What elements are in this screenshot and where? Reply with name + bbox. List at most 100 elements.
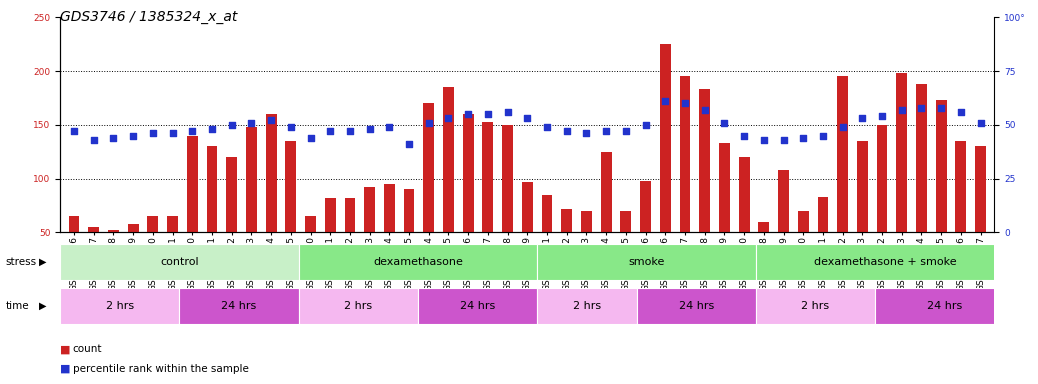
Point bbox=[854, 115, 871, 121]
Bar bbox=[88, 227, 100, 232]
Bar bbox=[404, 189, 414, 232]
Point bbox=[381, 124, 398, 130]
Bar bbox=[108, 230, 118, 232]
Text: ▶: ▶ bbox=[39, 257, 47, 267]
Point bbox=[282, 124, 299, 130]
Point bbox=[913, 104, 930, 111]
Bar bbox=[128, 224, 138, 232]
Point bbox=[637, 122, 654, 128]
Point bbox=[144, 130, 161, 136]
Bar bbox=[69, 216, 80, 232]
Bar bbox=[759, 222, 769, 232]
Text: 2 hrs: 2 hrs bbox=[106, 301, 134, 311]
Point bbox=[460, 111, 476, 117]
Point bbox=[933, 104, 950, 111]
Bar bbox=[581, 211, 592, 232]
Bar bbox=[660, 44, 671, 232]
Text: count: count bbox=[73, 344, 102, 354]
Point bbox=[243, 119, 260, 126]
Bar bbox=[345, 198, 355, 232]
Bar bbox=[877, 125, 887, 232]
Bar bbox=[502, 125, 513, 232]
Bar bbox=[875, 288, 1014, 324]
Point bbox=[519, 115, 536, 121]
Bar bbox=[266, 114, 276, 232]
Point bbox=[203, 126, 220, 132]
Bar bbox=[522, 182, 532, 232]
Bar bbox=[956, 141, 966, 232]
Point bbox=[65, 128, 82, 134]
Bar bbox=[756, 244, 1014, 280]
Bar bbox=[857, 141, 868, 232]
Bar bbox=[756, 288, 875, 324]
Point bbox=[756, 137, 772, 143]
Bar bbox=[818, 197, 828, 232]
Point bbox=[677, 100, 693, 106]
Point bbox=[795, 135, 812, 141]
Point bbox=[302, 135, 319, 141]
Bar bbox=[180, 288, 299, 324]
Bar bbox=[325, 198, 335, 232]
Bar bbox=[285, 141, 296, 232]
Bar bbox=[463, 114, 473, 232]
Text: 24 hrs: 24 hrs bbox=[460, 301, 495, 311]
Text: GDS3746 / 1385324_x_at: GDS3746 / 1385324_x_at bbox=[60, 10, 238, 23]
Text: ■: ■ bbox=[60, 344, 71, 354]
Bar bbox=[538, 288, 636, 324]
Bar bbox=[917, 84, 927, 232]
Bar bbox=[299, 288, 418, 324]
Bar bbox=[975, 146, 986, 232]
Bar bbox=[640, 181, 651, 232]
Point bbox=[716, 119, 733, 126]
Bar bbox=[719, 143, 730, 232]
Bar bbox=[739, 157, 749, 232]
Text: 2 hrs: 2 hrs bbox=[801, 301, 829, 311]
Bar bbox=[246, 127, 256, 232]
Bar bbox=[167, 216, 177, 232]
Text: stress: stress bbox=[5, 257, 36, 267]
Text: dexamethasone + smoke: dexamethasone + smoke bbox=[814, 257, 956, 267]
Text: control: control bbox=[160, 257, 198, 267]
Point bbox=[342, 128, 358, 134]
Bar bbox=[226, 157, 237, 232]
Bar bbox=[483, 122, 493, 232]
Point bbox=[223, 122, 240, 128]
Point bbox=[480, 111, 496, 117]
Text: 24 hrs: 24 hrs bbox=[679, 301, 714, 311]
Point bbox=[973, 119, 989, 126]
Text: smoke: smoke bbox=[628, 257, 664, 267]
Bar bbox=[542, 195, 552, 232]
Bar bbox=[838, 76, 848, 232]
Point bbox=[401, 141, 417, 147]
Bar bbox=[798, 211, 809, 232]
Point bbox=[105, 135, 121, 141]
Bar bbox=[305, 216, 316, 232]
Point bbox=[263, 118, 279, 124]
Point bbox=[894, 107, 910, 113]
Point bbox=[874, 113, 891, 119]
Bar bbox=[636, 288, 756, 324]
Point bbox=[558, 128, 575, 134]
Point bbox=[598, 128, 614, 134]
Bar bbox=[299, 244, 538, 280]
Text: 2 hrs: 2 hrs bbox=[345, 301, 373, 311]
Point bbox=[736, 132, 753, 139]
Point bbox=[539, 124, 555, 130]
Point bbox=[322, 128, 338, 134]
Bar bbox=[60, 244, 299, 280]
Point bbox=[578, 130, 595, 136]
Bar bbox=[364, 187, 375, 232]
Bar bbox=[897, 73, 907, 232]
Bar bbox=[443, 87, 454, 232]
Point bbox=[657, 98, 674, 104]
Bar bbox=[424, 103, 434, 232]
Point bbox=[125, 132, 141, 139]
Text: ▶: ▶ bbox=[39, 301, 47, 311]
Point bbox=[835, 124, 851, 130]
Bar bbox=[418, 288, 538, 324]
Point bbox=[361, 126, 378, 132]
Point bbox=[775, 137, 792, 143]
Bar bbox=[601, 152, 611, 232]
Bar bbox=[187, 136, 197, 232]
Bar bbox=[621, 211, 631, 232]
